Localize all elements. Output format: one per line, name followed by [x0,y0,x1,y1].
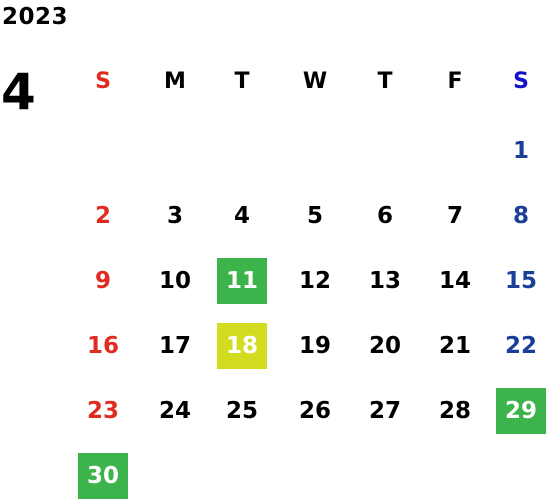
calendar-day[interactable]: 7 [446,203,463,229]
calendar-day[interactable]: 17 [158,333,191,359]
calendar-day[interactable]: 14 [438,268,471,294]
calendar-day[interactable]: 16 [86,333,119,359]
calendar-day[interactable]: 23 [86,398,119,424]
calendar-day[interactable]: 21 [438,333,471,359]
calendar-day-highlighted[interactable]: 29 [496,388,546,434]
calendar-day[interactable]: 6 [376,203,393,229]
weekday-header: T [234,68,250,94]
calendar-day[interactable]: 20 [368,333,401,359]
calendar-day[interactable]: 8 [512,203,529,229]
calendar-day[interactable]: 1 [512,138,529,164]
calendar-day[interactable]: 10 [158,268,191,294]
calendar-day[interactable]: 27 [368,398,401,424]
calendar-day[interactable]: 26 [298,398,331,424]
calendar-day[interactable]: 9 [94,268,111,294]
calendar-day[interactable]: 12 [298,268,331,294]
weekday-header: M [164,68,186,94]
weekday-header: S [95,68,111,94]
weekday-header: F [447,68,463,94]
calendar-day[interactable]: 28 [438,398,471,424]
calendar-day-highlighted[interactable]: 11 [217,258,267,304]
weekday-header: W [302,68,328,94]
calendar-day[interactable]: 22 [504,333,537,359]
calendar-day-highlighted[interactable]: 18 [217,323,267,369]
weekday-header: S [513,68,529,94]
calendar-month: 4 [1,63,36,121]
calendar-day[interactable]: 3 [166,203,183,229]
calendar-day[interactable]: 15 [504,268,537,294]
calendar-day[interactable]: 5 [306,203,323,229]
weekday-header: T [377,68,393,94]
calendar-day[interactable]: 2 [94,203,111,229]
calendar-day[interactable]: 19 [298,333,331,359]
calendar-day[interactable]: 25 [225,398,258,424]
calendar-year: 2023 [2,4,69,30]
calendar-day[interactable]: 4 [233,203,250,229]
calendar-day-highlighted[interactable]: 30 [78,453,128,499]
calendar-day[interactable]: 13 [368,268,401,294]
calendar-day[interactable]: 24 [158,398,191,424]
